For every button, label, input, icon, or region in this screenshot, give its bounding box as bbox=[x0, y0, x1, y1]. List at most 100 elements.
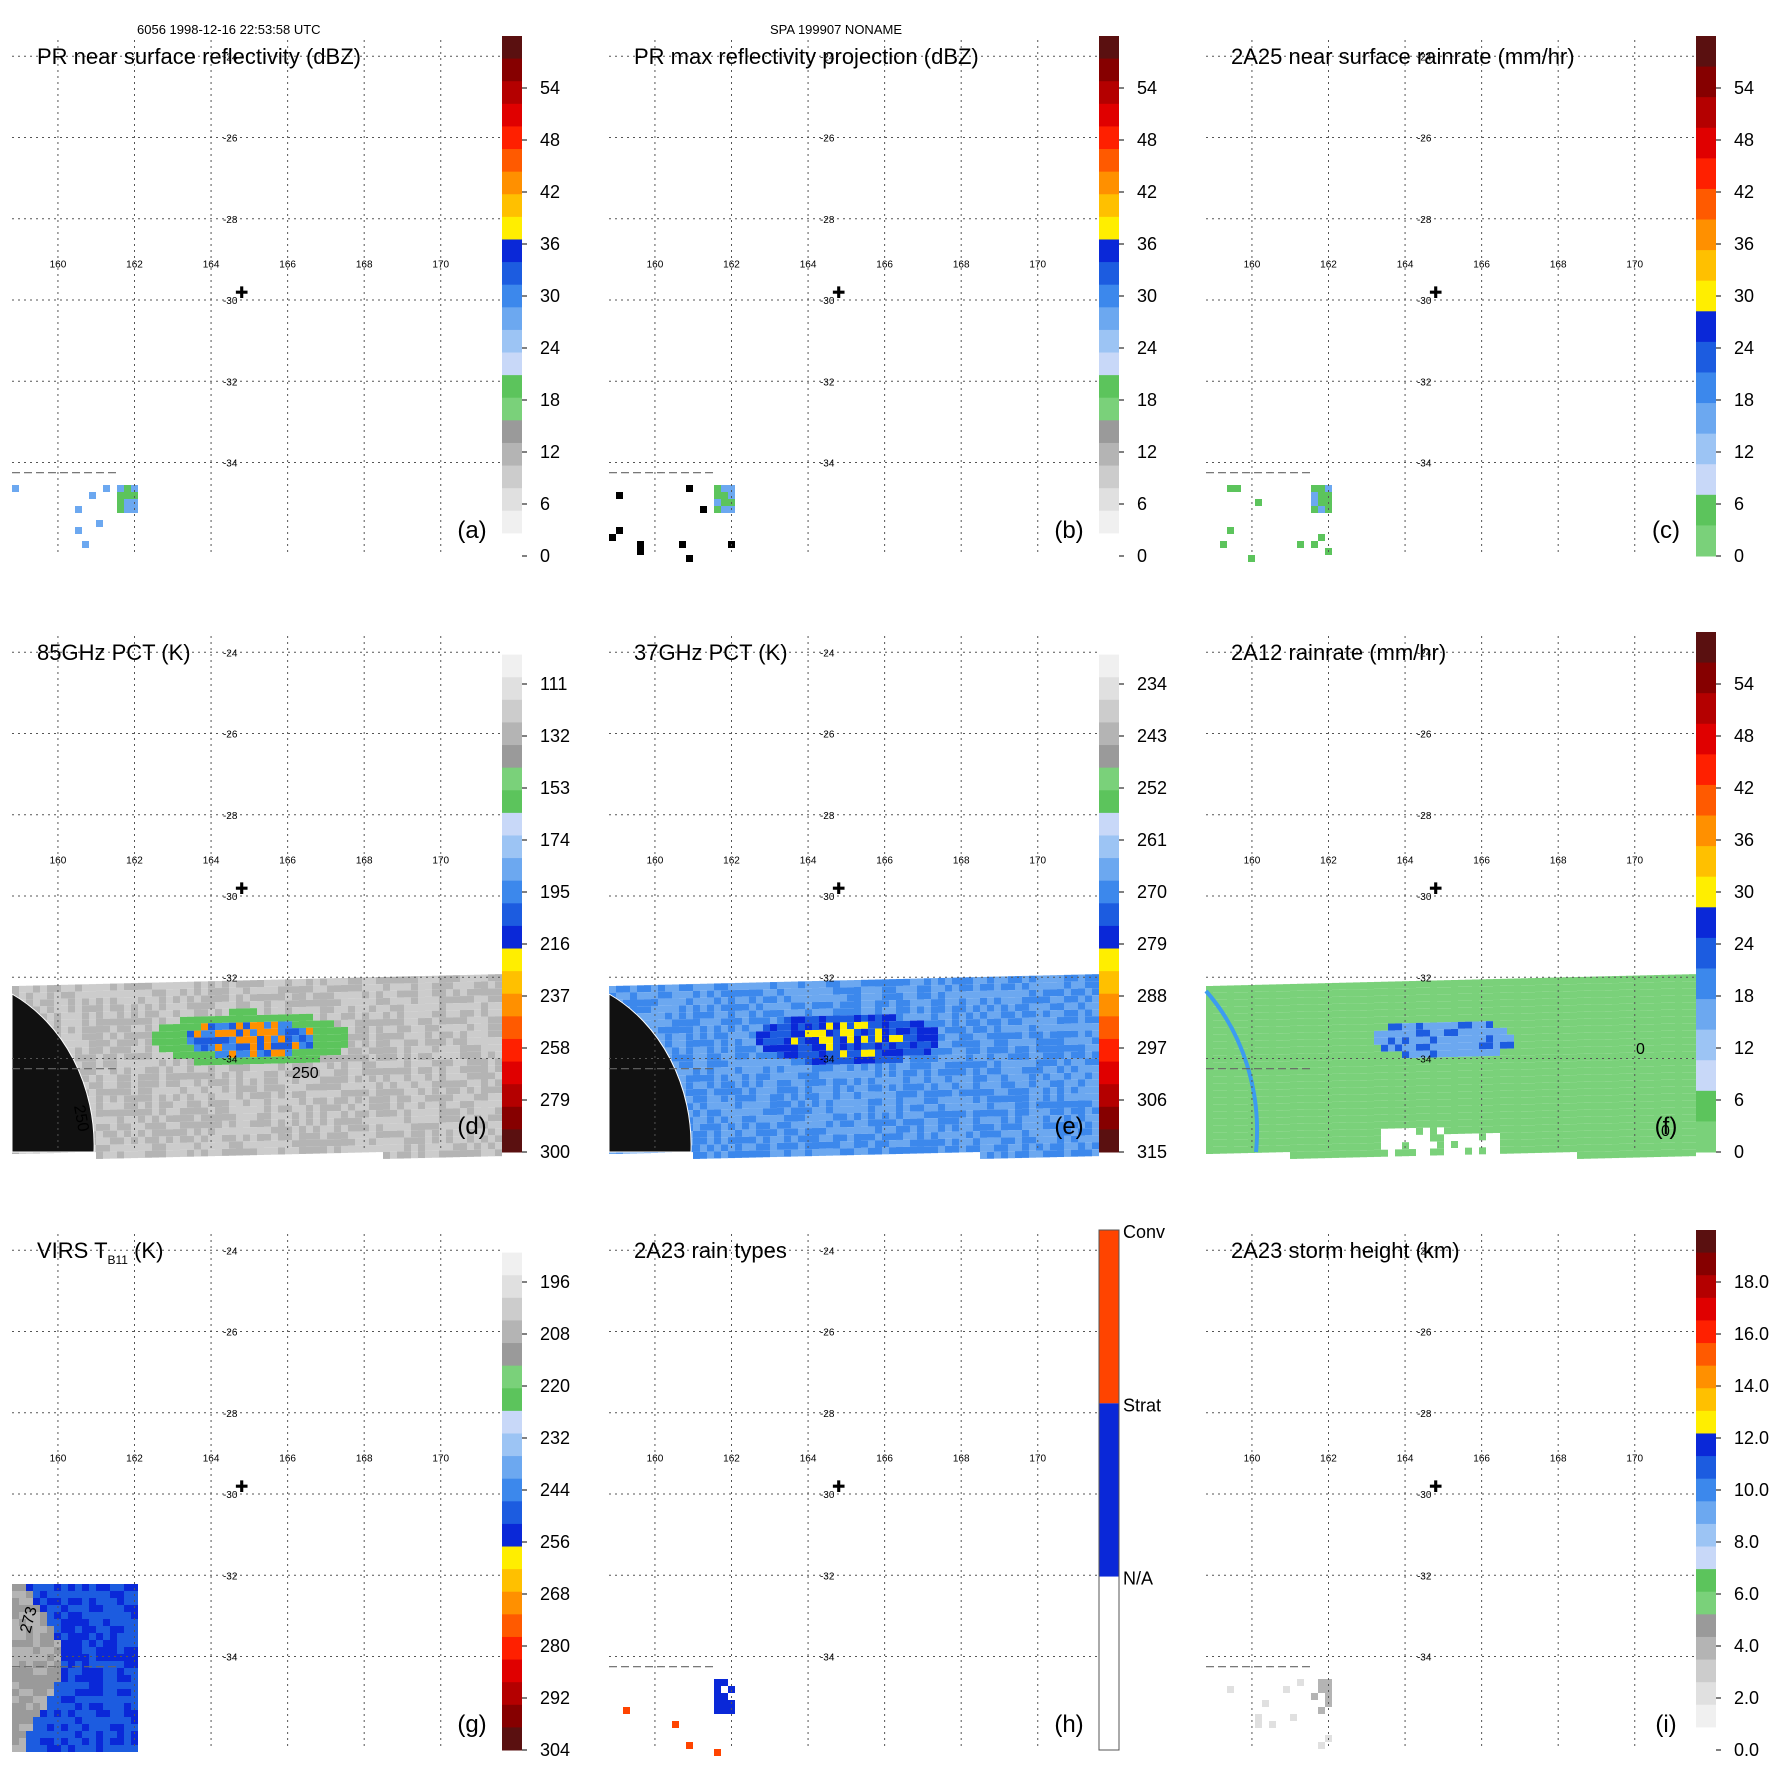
data-cell bbox=[1085, 1023, 1092, 1031]
data-cell bbox=[938, 998, 945, 1006]
data-cell bbox=[1297, 1109, 1304, 1117]
data-cell bbox=[1269, 1005, 1276, 1013]
data-cell bbox=[481, 1086, 488, 1094]
data-cell bbox=[110, 1123, 117, 1131]
data-cell bbox=[292, 1147, 299, 1155]
data-cell bbox=[383, 1032, 390, 1040]
data-cell bbox=[12, 986, 19, 993]
data-cell bbox=[1458, 1126, 1465, 1134]
data-cell bbox=[1486, 1077, 1493, 1085]
data-cell bbox=[735, 1059, 742, 1067]
lat-tick-label: -34 bbox=[1417, 459, 1432, 470]
data-cell bbox=[1262, 1047, 1269, 1055]
data-cell bbox=[110, 1095, 117, 1103]
data-cell bbox=[257, 1127, 264, 1134]
data-cell bbox=[180, 995, 187, 1003]
data-cell bbox=[1416, 987, 1423, 995]
data-cell bbox=[987, 1144, 994, 1152]
data-cell bbox=[397, 1109, 404, 1117]
data-cell bbox=[714, 1130, 721, 1138]
data-cell bbox=[467, 988, 474, 996]
data-cell bbox=[1304, 1081, 1311, 1089]
data-cell bbox=[1276, 1096, 1283, 1104]
panel-f: 160 162 164 166 168 170-24-26-28-30-32-34✚2A1… bbox=[1204, 632, 1754, 1162]
colorbar-tick-label: 258 bbox=[540, 1038, 570, 1058]
data-cell bbox=[1500, 1132, 1507, 1140]
data-cell bbox=[145, 1136, 152, 1144]
colorbar-tick-label: 111 bbox=[540, 674, 567, 694]
data-cell bbox=[1507, 1062, 1514, 1070]
colorbar-tick-label: 279 bbox=[540, 1090, 570, 1110]
data-cell bbox=[833, 1085, 840, 1093]
data-cell bbox=[945, 984, 952, 992]
data-cell bbox=[1311, 1053, 1318, 1061]
data-cell bbox=[201, 1114, 208, 1122]
data-cell bbox=[1514, 992, 1521, 1000]
data-cell bbox=[1092, 1100, 1099, 1108]
colorbar-tick-label: 279 bbox=[1137, 934, 1167, 954]
colorbar-tick-label: 0 bbox=[1734, 546, 1744, 566]
data-cell bbox=[1092, 1114, 1099, 1122]
data-cell bbox=[474, 1072, 481, 1080]
data-cell bbox=[1036, 1066, 1043, 1074]
data-cell bbox=[994, 1004, 1001, 1012]
colorbar-segment bbox=[502, 699, 522, 723]
data-cell bbox=[75, 1012, 82, 1020]
data-cell bbox=[777, 1128, 784, 1136]
data-cell bbox=[721, 1060, 728, 1068]
data-cell bbox=[1437, 1001, 1444, 1009]
data-cell bbox=[418, 1004, 425, 1012]
data-cell bbox=[868, 1105, 875, 1113]
data-cell bbox=[432, 1066, 439, 1074]
data-cell bbox=[208, 1093, 215, 1101]
data-cell bbox=[418, 1060, 425, 1068]
data-cell bbox=[756, 1101, 763, 1109]
data-cell bbox=[1451, 1113, 1458, 1120]
data-cell bbox=[1269, 1082, 1276, 1090]
data-cell bbox=[1050, 1129, 1057, 1137]
data-cell bbox=[138, 1122, 145, 1130]
data-cell bbox=[96, 1151, 103, 1159]
data-cell bbox=[320, 992, 327, 1000]
data-cell bbox=[446, 1010, 453, 1018]
data-cell bbox=[390, 1032, 397, 1040]
data-cell bbox=[938, 1145, 945, 1153]
data-cell bbox=[903, 1111, 910, 1119]
data-cell bbox=[495, 1114, 502, 1122]
data-cell bbox=[791, 1114, 798, 1122]
data-cell bbox=[1325, 1123, 1332, 1131]
data-cell bbox=[474, 1079, 481, 1087]
data-cell bbox=[756, 1024, 763, 1032]
data-cell bbox=[917, 1118, 924, 1126]
data-cell bbox=[145, 1080, 152, 1088]
data-cell bbox=[138, 1045, 145, 1053]
data-cell bbox=[1304, 1151, 1311, 1159]
data-cell bbox=[390, 1123, 397, 1131]
data-cell bbox=[924, 1041, 931, 1049]
colorbar-tick-label: 6 bbox=[1734, 494, 1744, 514]
data-cell bbox=[404, 1088, 411, 1096]
data-cell bbox=[931, 1139, 938, 1147]
data-cell bbox=[1374, 1030, 1381, 1038]
data-cell bbox=[924, 1048, 931, 1056]
storm-center-marker: ✚ bbox=[832, 283, 845, 302]
data-cell bbox=[1507, 1083, 1514, 1091]
data-cell bbox=[924, 1090, 931, 1098]
data-cell bbox=[411, 976, 418, 984]
data-cell bbox=[68, 1047, 75, 1055]
data-cell bbox=[173, 1087, 180, 1095]
data-cell bbox=[1085, 1051, 1092, 1059]
data-cell bbox=[1318, 1032, 1325, 1040]
data-cell bbox=[1262, 998, 1269, 1006]
data-cell bbox=[453, 1136, 460, 1144]
data-cell bbox=[117, 485, 124, 492]
data-cell bbox=[1050, 989, 1057, 997]
data-cell bbox=[672, 1012, 679, 1020]
data-cell bbox=[299, 999, 306, 1007]
data-cell bbox=[1050, 1115, 1057, 1123]
data-cell bbox=[1057, 975, 1064, 983]
data-cell bbox=[110, 1144, 117, 1152]
data-cell bbox=[812, 995, 819, 1003]
data-cell bbox=[644, 985, 651, 993]
data-cell bbox=[124, 1046, 131, 1054]
